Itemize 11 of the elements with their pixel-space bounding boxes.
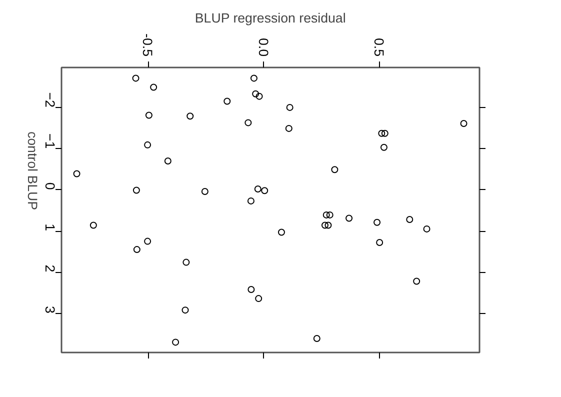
y-axis-title: control BLUP — [25, 131, 40, 210]
y-tick-label: 2 — [42, 264, 58, 272]
y-tick-label: 1 — [42, 224, 58, 232]
y-tick-label: −2 — [42, 92, 58, 108]
x-tick-label: 0.0 — [256, 38, 271, 57]
x-tick-label: 0.5 — [372, 38, 387, 57]
y-tick-label: 0 — [42, 182, 58, 190]
y-tick-label: 3 — [42, 306, 58, 314]
y-tick-label: −1 — [42, 133, 58, 149]
x-tick-label: -0.5 — [140, 34, 156, 56]
x-axis-title: BLUP regression residual — [194, 10, 346, 26]
